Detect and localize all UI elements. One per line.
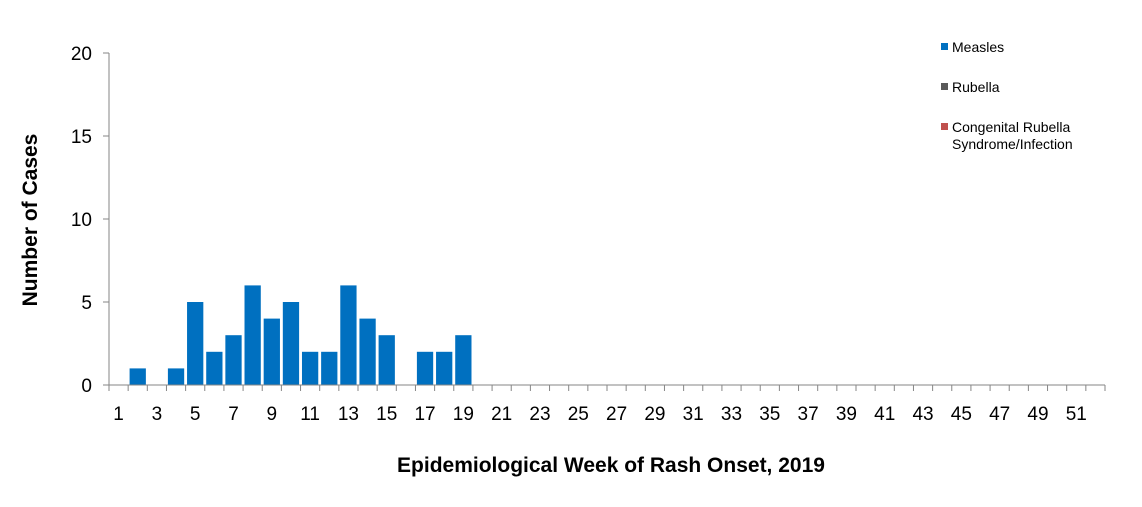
x-tick-label-21: 21 (491, 404, 512, 425)
x-tick-label-25: 25 (568, 404, 589, 425)
bar-week-11-series-0 (301, 351, 319, 385)
x-tick-label-27: 27 (606, 404, 627, 425)
bar-week-18-series-0 (436, 351, 453, 385)
y-tick-label-20: 20 (71, 44, 92, 65)
bar-week-8-series-0 (244, 285, 261, 385)
x-tick-label-31: 31 (683, 404, 704, 425)
bar-week-12-series-0 (321, 351, 338, 385)
x-tick-label-49: 49 (1027, 404, 1048, 425)
legend-label-1-0: Rubella (952, 79, 1000, 95)
y-tick-label-10: 10 (71, 210, 92, 231)
bar-week-14-series-0 (359, 318, 376, 385)
x-tick-label-33: 33 (721, 404, 742, 425)
x-tick-label-9: 9 (267, 404, 278, 425)
bar-week-4-series-0 (167, 368, 185, 385)
bar-week-7-series-0 (225, 335, 242, 385)
x-tick-label-13: 13 (338, 404, 359, 425)
legend-swatch-1 (941, 83, 948, 90)
x-tick-label-51: 51 (1066, 404, 1087, 425)
legend-label-0-0: Measles (952, 39, 1004, 55)
bar-week-10-series-0 (282, 302, 300, 385)
x-tick-label-29: 29 (644, 404, 665, 425)
bar-week-6-series-0 (206, 351, 223, 385)
bar-week-5-series-0 (187, 302, 204, 385)
x-tick-label-11: 11 (300, 404, 320, 425)
legend-label-2-0: Congenital Rubella (952, 119, 1071, 135)
x-tick-label-1: 1 (113, 404, 124, 425)
y-tick-label-5: 5 (81, 293, 92, 314)
legend-swatch-2 (941, 123, 948, 130)
legend-label-2-1: Syndrome/Infection (952, 136, 1073, 152)
x-tick-label-47: 47 (989, 404, 1010, 425)
bar-week-13-series-0 (340, 285, 357, 385)
y-axis-title: Number of Cases (19, 134, 42, 307)
x-tick-label-35: 35 (759, 404, 780, 425)
legend-swatch-0 (941, 43, 948, 50)
x-tick-label-45: 45 (951, 404, 972, 425)
x-tick-label-15: 15 (376, 404, 397, 425)
x-tick-label-43: 43 (912, 404, 933, 425)
x-tick-label-41: 41 (874, 404, 895, 425)
bar-week-2-series-0 (129, 368, 146, 385)
x-tick-label-23: 23 (529, 404, 550, 425)
x-axis-title: Epidemiological Week of Rash Onset, 2019 (397, 454, 825, 477)
bar-week-17-series-0 (416, 351, 434, 385)
legend: Measles Rubella Congenital RubellaSyndrome… (941, 39, 1073, 152)
x-tick-label-3: 3 (152, 404, 163, 425)
x-tick-label-39: 39 (836, 404, 857, 425)
y-tick-label-15: 15 (71, 127, 92, 148)
bar-week-15-series-0 (378, 335, 395, 385)
y-tick-label-0: 0 (81, 376, 92, 397)
bars-layer (129, 285, 472, 385)
x-tick-label-7: 7 (228, 404, 239, 425)
bar-week-19-series-0 (455, 335, 472, 385)
x-tick-label-37: 37 (798, 404, 819, 425)
axes-layer (103, 52, 1106, 391)
bar-week-9-series-0 (263, 318, 280, 385)
x-tick-label-19: 19 (453, 404, 474, 425)
x-tick-label-17: 17 (414, 404, 435, 425)
x-tick-label-5: 5 (190, 404, 201, 425)
